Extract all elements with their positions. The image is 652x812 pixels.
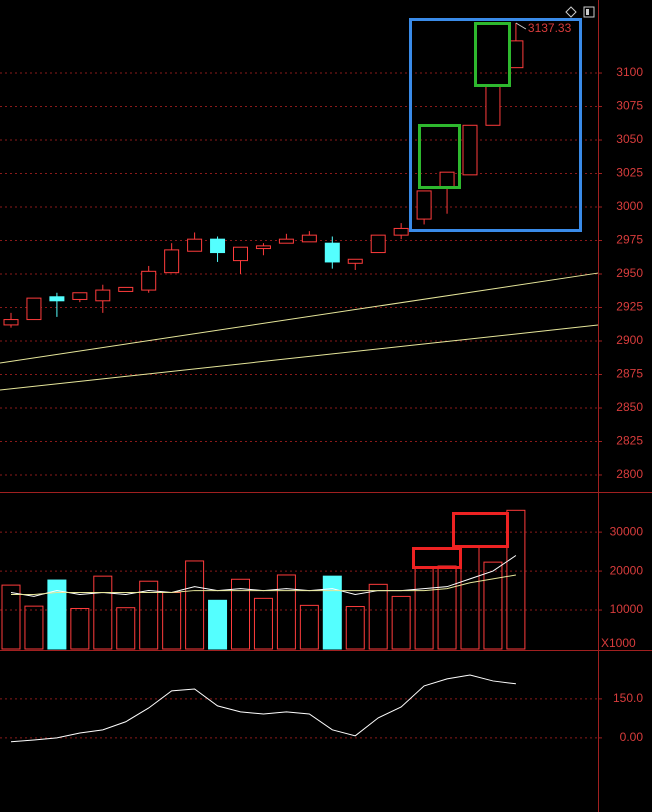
candle-body: [255, 245, 271, 250]
volume-bar: [391, 595, 411, 650]
trend-line: [0, 324, 599, 391]
candle-body: [49, 296, 65, 302]
candle-body: [416, 190, 432, 220]
volume-bar: [47, 579, 67, 650]
candle-body: [210, 238, 226, 254]
volume-bar: [139, 580, 159, 650]
y-tick-label: 3000: [616, 199, 643, 213]
annotations: [409, 18, 582, 569]
y-tick-label: 2850: [616, 400, 643, 414]
candle-body: [3, 319, 19, 326]
volume-bar: [253, 597, 273, 650]
volume-bar: [414, 566, 434, 650]
candle-body: [95, 289, 111, 302]
volume-bar: [483, 561, 503, 650]
y-tick-label: 0.00: [620, 730, 644, 744]
unit-label: X1000: [601, 636, 636, 650]
y-tick-label: 2825: [616, 434, 643, 448]
indicator-line: [10, 674, 516, 743]
candle-body: [233, 246, 248, 262]
volume-bar: [276, 574, 296, 650]
volume-bar: [93, 575, 113, 650]
volume-bar: [162, 592, 182, 650]
plot: 2800 2825 2850 2875 2900 2925 2950 2975 3000 3025…: [0, 21, 643, 744]
y-tick-label: 3050: [616, 132, 643, 146]
candle-body: [164, 249, 180, 274]
volume-bar: [231, 578, 250, 650]
y-tick-label: 20000: [610, 563, 644, 577]
candle-body: [370, 234, 386, 254]
candle-body: [324, 242, 340, 263]
candle-body: [26, 297, 42, 321]
volume-bar: [345, 606, 365, 650]
candle-body: [485, 85, 501, 126]
volume-bar: [1, 584, 21, 650]
candle-body: [347, 258, 363, 264]
candle-body: [278, 238, 294, 244]
volume-bar: [24, 605, 44, 650]
volume-bar: [208, 599, 228, 650]
high-marker: [515, 22, 527, 30]
y-tick-label: 3025: [616, 166, 643, 180]
y-tick-label: 3075: [616, 99, 643, 113]
volume-bar: [185, 560, 205, 650]
y-tick-label: 10000: [610, 602, 644, 616]
high-label: 3137.33: [528, 21, 572, 35]
volume-bar: [437, 565, 457, 650]
trend-line: [0, 272, 599, 364]
y-tick-label: 30000: [610, 524, 644, 538]
volume-bar: [322, 575, 342, 650]
volume-bar: [299, 604, 319, 650]
candle-body: [462, 124, 478, 176]
y-tick-label: 2900: [616, 333, 643, 347]
y-tick-label: 2975: [616, 233, 643, 247]
candle-body: [439, 171, 455, 188]
candle-body: [393, 227, 409, 236]
y-tick-label: 150.0: [613, 691, 643, 705]
y-tick-label: 2875: [616, 367, 643, 381]
candle-body: [72, 292, 88, 300]
volume-bar: [368, 583, 388, 650]
candle-body: [141, 270, 157, 291]
candle-body: [118, 286, 134, 292]
candle-body: [187, 238, 203, 252]
y-tick-label: 2800: [616, 467, 643, 481]
volume-bar: [116, 607, 136, 650]
volume-bar: [506, 509, 526, 650]
volume-bar: [460, 546, 480, 650]
volume-bar: [70, 607, 90, 650]
y-tick-label: 2950: [616, 266, 643, 280]
candle-body: [301, 234, 317, 243]
y-tick-label: 3100: [616, 65, 643, 79]
volume-ma-line: [11, 574, 516, 595]
y-tick-label: 2925: [616, 300, 643, 314]
toolbar-icons[interactable]: [565, 6, 595, 18]
